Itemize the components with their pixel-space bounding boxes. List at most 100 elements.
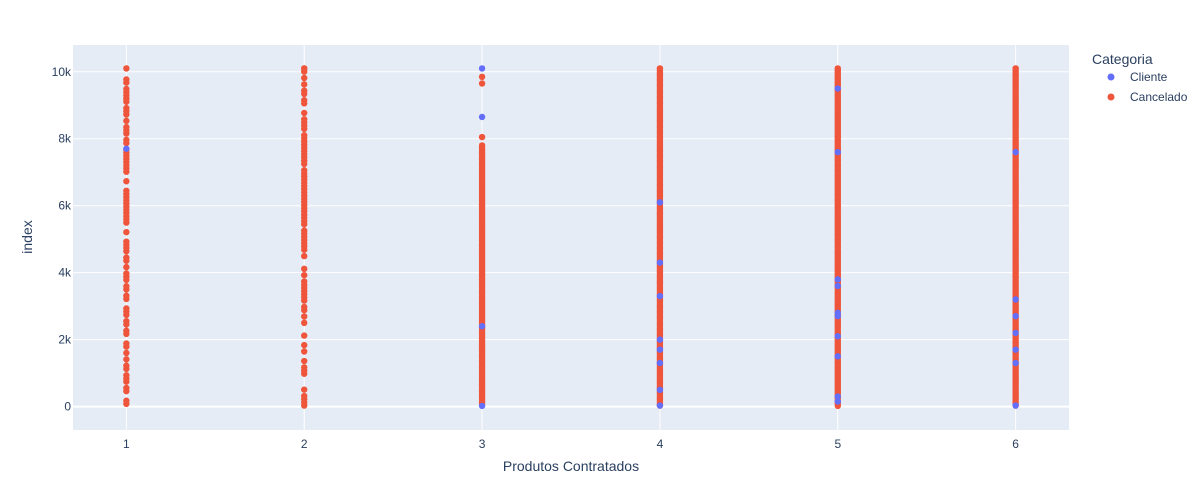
data-point-cliente[interactable] <box>656 259 664 266</box>
data-point-cliente[interactable] <box>123 145 130 152</box>
data-point-cancelado[interactable] <box>301 81 308 88</box>
legend-marker-cliente <box>1107 73 1115 81</box>
data-point-cancelado[interactable] <box>301 74 308 82</box>
data-point-cancelado[interactable] <box>301 303 308 311</box>
data-point-cliente[interactable] <box>478 323 486 330</box>
data-point-cancelado[interactable] <box>123 187 130 194</box>
data-point-cancelado[interactable] <box>478 142 486 149</box>
data-point-cancelado[interactable] <box>123 317 130 325</box>
data-point-cancelado[interactable] <box>123 305 130 312</box>
data-point-cancelado[interactable] <box>301 357 308 365</box>
data-point-cliente[interactable] <box>1012 312 1019 320</box>
data-point-cliente[interactable] <box>656 346 664 353</box>
data-point-cancelado[interactable] <box>123 228 130 236</box>
data-point-cliente[interactable] <box>478 65 486 72</box>
data-point-cancelado[interactable] <box>301 65 308 72</box>
data-point-cliente[interactable] <box>834 312 841 320</box>
data-point-cliente[interactable] <box>834 148 841 156</box>
data-point-cancelado[interactable] <box>1012 65 1019 72</box>
y-tick-label: 8k <box>58 132 72 146</box>
data-point-cancelado[interactable] <box>123 327 130 334</box>
data-point-cancelado[interactable] <box>656 65 664 72</box>
data-point-cliente[interactable] <box>834 333 841 340</box>
data-point-cliente[interactable] <box>1012 359 1019 367</box>
data-point-cancelado[interactable] <box>123 76 130 83</box>
data-point-cliente[interactable] <box>834 276 841 283</box>
data-point-cancelado[interactable] <box>123 123 130 131</box>
data-point-cancelado[interactable] <box>123 85 130 93</box>
data-point-cliente[interactable] <box>834 393 841 400</box>
data-point-cancelado[interactable] <box>301 97 308 104</box>
data-point-cancelado[interactable] <box>301 227 308 234</box>
data-point-cancelado[interactable] <box>123 117 130 125</box>
data-point-cancelado[interactable] <box>301 87 308 94</box>
data-point-cancelado[interactable] <box>301 109 308 117</box>
legend-item-cliente[interactable]: Cliente <box>1107 70 1168 84</box>
legend: Categoria Cliente Cancelado <box>1092 51 1188 104</box>
data-point-cancelado[interactable] <box>123 384 130 392</box>
data-point-cliente[interactable] <box>656 292 664 300</box>
legend-title: Categoria <box>1092 51 1153 67</box>
data-point-cancelado[interactable] <box>123 65 130 72</box>
data-point-cliente[interactable] <box>478 113 486 121</box>
legend-item-cancelado[interactable]: Cancelado <box>1107 90 1188 104</box>
data-point-cliente[interactable] <box>656 199 664 206</box>
data-point-cancelado[interactable] <box>301 116 308 123</box>
data-point-cancelado[interactable] <box>301 319 308 327</box>
data-point-cancelado[interactable] <box>301 278 308 285</box>
data-point-cancelado[interactable] <box>478 133 486 141</box>
data-point-cliente[interactable] <box>1012 296 1019 303</box>
x-tick-label: 4 <box>657 437 664 451</box>
data-point-cliente[interactable] <box>834 398 841 405</box>
data-point-cancelado[interactable] <box>834 65 841 72</box>
data-point-cancelado[interactable] <box>301 392 308 400</box>
data-point-cancelado[interactable] <box>123 178 130 185</box>
data-point-cancelado[interactable] <box>301 341 308 349</box>
data-point-cancelado[interactable] <box>123 283 130 290</box>
data-point-cancelado[interactable] <box>123 356 130 363</box>
data-point-cancelado[interactable] <box>301 167 308 174</box>
data-points <box>123 65 1019 410</box>
data-point-cancelado[interactable] <box>123 270 130 277</box>
data-point-cliente[interactable] <box>656 402 664 409</box>
data-point-cancelado[interactable] <box>301 364 308 371</box>
data-point-cliente[interactable] <box>834 282 841 290</box>
data-point-cancelado[interactable] <box>301 313 308 320</box>
data-point-cliente[interactable] <box>834 353 841 360</box>
data-point-cancelado[interactable] <box>301 332 308 339</box>
data-point-cancelado[interactable] <box>301 132 308 139</box>
data-point-cancelado[interactable] <box>478 80 486 87</box>
x-tick-label: 5 <box>834 437 841 451</box>
data-point-cancelado[interactable] <box>123 292 130 299</box>
x-tick-label: 2 <box>301 437 308 451</box>
data-point-cancelado[interactable] <box>123 254 130 261</box>
data-point-cliente[interactable] <box>834 85 841 92</box>
data-point-cancelado[interactable] <box>123 238 130 245</box>
data-point-cancelado[interactable] <box>301 271 308 279</box>
data-point-cliente[interactable] <box>1012 346 1019 353</box>
data-point-cancelado[interactable] <box>123 263 130 271</box>
data-point-cliente[interactable] <box>656 386 664 394</box>
data-point-cancelado[interactable] <box>123 349 130 357</box>
data-point-cancelado[interactable] <box>123 397 130 404</box>
data-point-cliente[interactable] <box>656 359 664 367</box>
data-point-cancelado[interactable] <box>123 340 130 347</box>
data-point-cancelado[interactable] <box>301 348 308 355</box>
y-axis-title: index <box>19 220 35 253</box>
data-point-cliente[interactable] <box>1012 148 1019 156</box>
data-point-cancelado[interactable] <box>123 136 130 144</box>
data-point-cliente[interactable] <box>1012 402 1019 409</box>
data-point-cancelado[interactable] <box>478 73 486 81</box>
data-point-cancelado[interactable] <box>301 386 308 393</box>
data-point-cliente[interactable] <box>478 402 486 410</box>
data-point-cancelado[interactable] <box>123 362 130 369</box>
data-point-cancelado[interactable] <box>301 252 308 260</box>
data-point-cliente[interactable] <box>656 336 664 343</box>
x-tick-label: 1 <box>123 437 130 451</box>
data-point-cancelado[interactable] <box>301 265 308 273</box>
data-point-cliente[interactable] <box>1012 329 1019 337</box>
data-point-cancelado[interactable] <box>123 104 130 112</box>
data-point-cancelado[interactable] <box>123 372 130 379</box>
